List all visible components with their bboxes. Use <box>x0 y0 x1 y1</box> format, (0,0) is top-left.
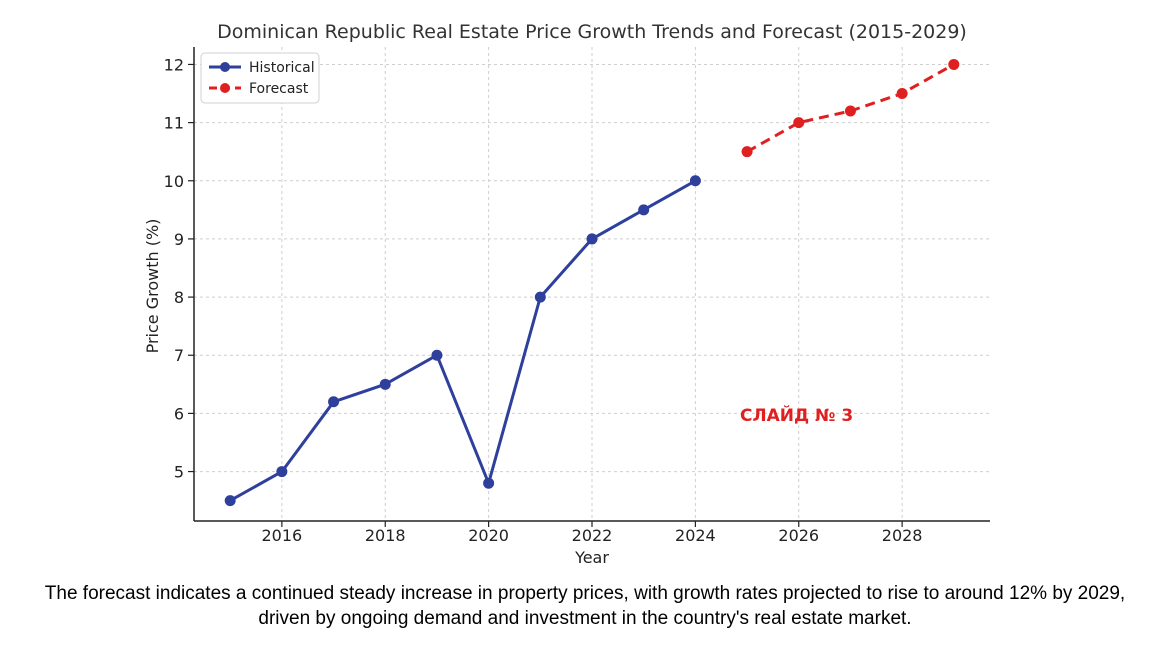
legend-historical-label: Historical <box>249 60 315 76</box>
y-tick-label: 7 <box>174 346 184 365</box>
historical-point <box>534 291 546 303</box>
grid-lines <box>194 47 990 521</box>
historical-point <box>689 175 701 187</box>
x-tick-label: 2028 <box>882 526 923 545</box>
y-tick-label: 6 <box>174 404 184 423</box>
price-growth-chart: Dominican Republic Real Estate Price Gro… <box>143 21 990 567</box>
historical-point <box>638 204 650 216</box>
historical-point <box>224 495 236 507</box>
legend: Historical Forecast <box>200 52 320 104</box>
x-tick-label: 2024 <box>675 526 716 545</box>
tick-labels: 2016 2018 2020 2022 2024 2026 2028 5 6 7 8 9 10 11 12 <box>164 55 923 545</box>
data-series <box>224 58 960 507</box>
forecast-point <box>741 146 753 158</box>
historical-point <box>483 477 495 489</box>
historical-point <box>328 396 340 408</box>
y-tick-label: 10 <box>164 172 184 191</box>
historical-line <box>229 179 697 502</box>
chart-title: Dominican Republic Real Estate Price Gro… <box>217 21 967 43</box>
forecast-point <box>793 117 805 129</box>
x-tick-label: 2016 <box>262 526 303 545</box>
historical-point <box>379 378 391 390</box>
x-tick-label: 2018 <box>365 526 406 545</box>
y-tick-label: 8 <box>174 288 184 307</box>
legend-forecast-label: Forecast <box>249 81 309 97</box>
x-tick-label: 2020 <box>468 526 509 545</box>
slide-stamp: СЛАЙД № 3 <box>740 404 853 426</box>
x-tick-label: 2026 <box>778 526 819 545</box>
historical-point <box>431 349 443 361</box>
forecast-point <box>844 105 856 117</box>
axes <box>188 47 990 527</box>
y-tick-label: 12 <box>164 55 184 74</box>
x-tick-label: 2022 <box>572 526 613 545</box>
y-tick-label: 9 <box>174 230 184 249</box>
historical-point <box>276 466 288 478</box>
y-axis-title: Price Growth (%) <box>143 219 162 354</box>
y-tick-label: 5 <box>174 463 184 482</box>
legend-historical-marker <box>220 62 230 72</box>
y-tick-label: 11 <box>164 114 184 133</box>
legend-forecast-marker <box>220 83 230 93</box>
forecast-point <box>948 58 960 70</box>
x-axis-title: Year <box>574 548 609 567</box>
historical-point <box>586 233 598 245</box>
chart-caption: The forecast indicates a continued stead… <box>44 583 1126 629</box>
forecast-point <box>896 88 908 100</box>
